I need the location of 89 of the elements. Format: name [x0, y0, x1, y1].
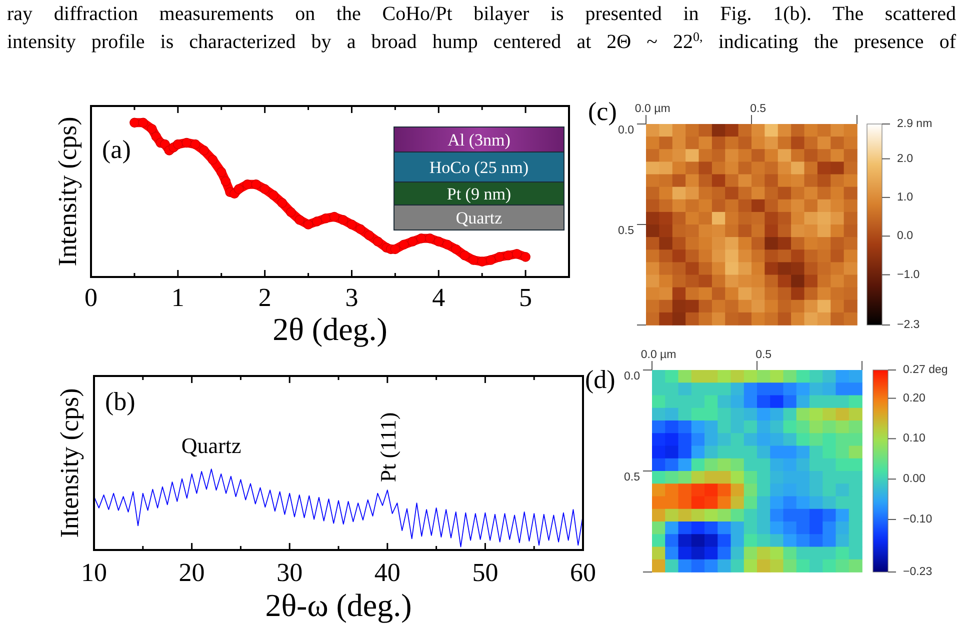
text: (c): [588, 97, 617, 126]
text: (b): [105, 387, 136, 416]
point: [346, 220, 357, 230]
point: [408, 236, 418, 246]
point: [512, 248, 522, 259]
color-bar-label: −1.0: [897, 268, 920, 281]
y-axis-title: Intensity (cps): [54, 388, 84, 538]
point: [182, 138, 192, 148]
x-tick-label: 4: [432, 283, 446, 312]
point: [434, 236, 444, 246]
point: [494, 252, 504, 262]
point: [425, 234, 435, 244]
point: [286, 207, 296, 218]
x-tick-label: 5: [519, 283, 532, 312]
point: [398, 240, 409, 250]
annotation: (a): [102, 135, 131, 164]
x-axis-title: 2θ (deg.): [272, 311, 388, 347]
point: [364, 230, 374, 240]
point: [312, 216, 322, 226]
y-axis-title: Intensity (cps): [52, 116, 82, 266]
color-bar-label: 0.10: [903, 432, 926, 445]
annotation: Pt (9 nm): [446, 184, 512, 203]
color-bar-label: 0.27 deg: [903, 364, 948, 376]
x-tick-label: 0.0 µm: [634, 103, 670, 115]
color-bar-label: 2.0: [897, 152, 913, 165]
point: [329, 212, 340, 222]
x-tick-label: 3: [345, 283, 358, 312]
point: [451, 244, 461, 254]
color-bar-label: 1.0: [897, 191, 913, 204]
point: [234, 184, 244, 194]
point: [486, 255, 496, 265]
point: [138, 118, 148, 128]
annotation: HoCo (25 nm): [429, 158, 529, 176]
annotation: Quartz: [456, 208, 503, 227]
point: [390, 244, 400, 254]
x-tick-label: 10: [81, 558, 107, 587]
point: [260, 184, 270, 194]
point: [208, 154, 218, 165]
point: [460, 250, 470, 260]
point: [372, 236, 383, 246]
x-tick-label: 60: [570, 558, 596, 587]
text: (d): [585, 365, 616, 394]
color-bar-label: −0.10: [903, 513, 932, 526]
x-tick-label: 30: [276, 558, 303, 587]
color-bar-label: 2.9 nm: [897, 118, 932, 130]
point: [520, 252, 530, 262]
color-bar-label: −2.3: [897, 319, 920, 331]
y-tick-label: 0.0: [624, 370, 640, 382]
point: [442, 240, 452, 250]
y-tick-label: 0.5: [624, 471, 640, 484]
x-tick-label: 0: [84, 283, 98, 312]
point: [416, 234, 426, 244]
color-bar-label: 0.00: [903, 473, 926, 486]
color-bar-label: −0.23: [903, 566, 932, 578]
color-bar-label: 0.0: [897, 230, 913, 242]
text: ray diffraction measurements on the CoHo/Pt bilayer is presented in Fig. 1(b). The scattered: [7, 3, 956, 25]
x-tick-label: 1: [171, 283, 184, 312]
point: [216, 167, 226, 177]
point: [503, 250, 514, 260]
x-tick-label: 40: [374, 558, 400, 587]
point: [220, 176, 231, 186]
annotation: Pt (111): [374, 412, 400, 482]
x-tick-label: 2: [258, 283, 272, 312]
point: [251, 180, 262, 190]
point: [268, 190, 278, 200]
point: [356, 224, 366, 234]
point: [146, 124, 157, 134]
point: [199, 146, 209, 156]
x-tick-label: 20: [178, 558, 205, 587]
y-tick-label: 0.0: [618, 124, 634, 136]
point: [320, 213, 331, 224]
color-bar-label: 0.20: [903, 392, 926, 404]
point: [477, 256, 487, 266]
y-tick-label: 0.5: [618, 224, 634, 237]
point: [294, 214, 304, 225]
point: [468, 255, 478, 265]
text: intensity profile is characterized by a broad hump centered at 2Θ ~ 22$^{0,}$ indicating the presence of: [7, 28, 956, 53]
x-axis-title: 2θ-ω (deg.): [265, 587, 412, 623]
annotation: Quartz: [181, 433, 242, 458]
point: [338, 214, 348, 225]
x-tick-label: 0.0 µm: [640, 349, 676, 361]
point: [242, 180, 252, 190]
point: [303, 220, 314, 230]
point: [277, 198, 288, 208]
point: [130, 118, 140, 128]
point: [173, 139, 183, 150]
annotation: Al (3nm): [448, 130, 510, 149]
x-tick-label: 50: [472, 558, 498, 587]
point: [190, 139, 200, 150]
